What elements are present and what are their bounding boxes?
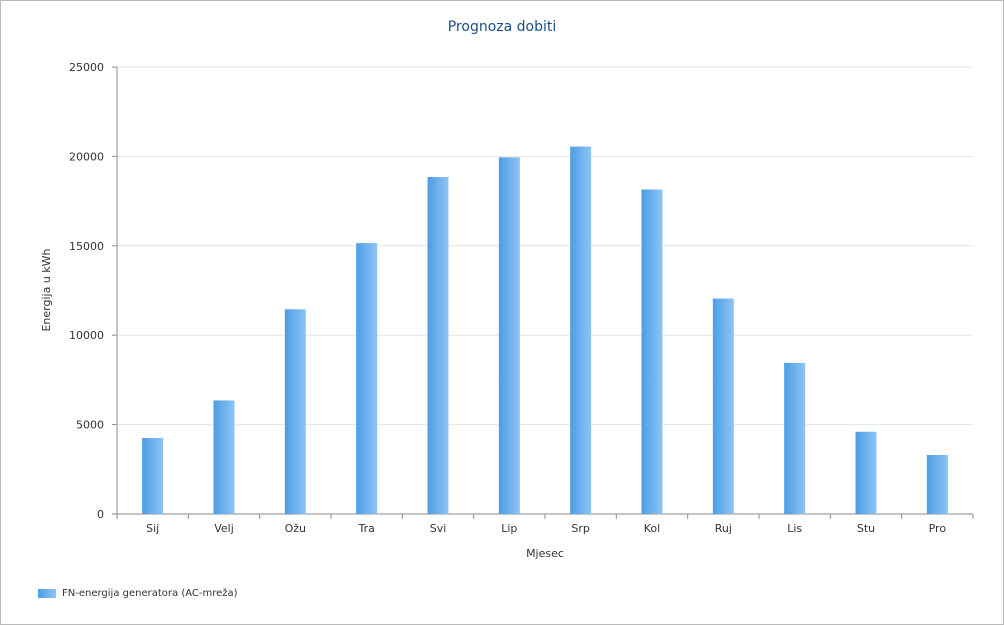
x-tick-label: Lis (787, 522, 802, 535)
x-axis-label: Mjesec (526, 547, 564, 560)
x-tick-label: Stu (857, 522, 875, 535)
x-tick-label: Kol (644, 522, 660, 535)
bar-sij (142, 438, 164, 514)
y-tick-label: 20000 (69, 150, 104, 163)
y-tick-label: 15000 (69, 240, 104, 253)
x-tick-label: Pro (929, 522, 947, 535)
legend: FN-energija generatora (AC-mreža) (38, 588, 238, 599)
bar-tra (356, 243, 378, 515)
x-tick-label: Lip (501, 522, 517, 535)
bar-srp (570, 146, 592, 515)
axes (112, 66, 974, 519)
x-tick-label: Ožu (285, 522, 306, 535)
chart-title: Prognoza dobiti (447, 19, 557, 35)
x-tick-label: Tra (357, 522, 374, 535)
y-tick-label: 10000 (69, 329, 104, 342)
x-tick-label: Velj (214, 522, 234, 535)
bar-svi (427, 176, 449, 514)
tick-labels: 0 5000 10000 15000 20000 25000 Sij Velj Ožu Tra Sv… (69, 61, 946, 535)
y-axis-label: Energija u kWh (40, 248, 53, 331)
legend-label: FN-energija generatora (AC-mreža) (62, 588, 238, 599)
bar-kol (641, 189, 663, 514)
bar-ožu (284, 309, 306, 514)
x-tick-label: Srp (571, 522, 590, 535)
bar-lis (784, 362, 806, 514)
bar-ruj (712, 298, 734, 514)
x-tick-label: Sij (146, 522, 159, 535)
x-tick-label: Ruj (715, 522, 732, 535)
x-tick-label: Svi (430, 522, 447, 535)
bars (142, 146, 948, 515)
gridlines (117, 66, 973, 426)
bar-stu (855, 431, 877, 514)
y-tick-label: 25000 (69, 61, 104, 74)
bar-lip (498, 157, 520, 514)
legend-swatch (38, 589, 56, 598)
y-tick-label: 0 (97, 508, 104, 521)
bar-velj (213, 400, 235, 514)
y-tick-label: 5000 (76, 419, 104, 432)
bar-pro (926, 454, 948, 514)
